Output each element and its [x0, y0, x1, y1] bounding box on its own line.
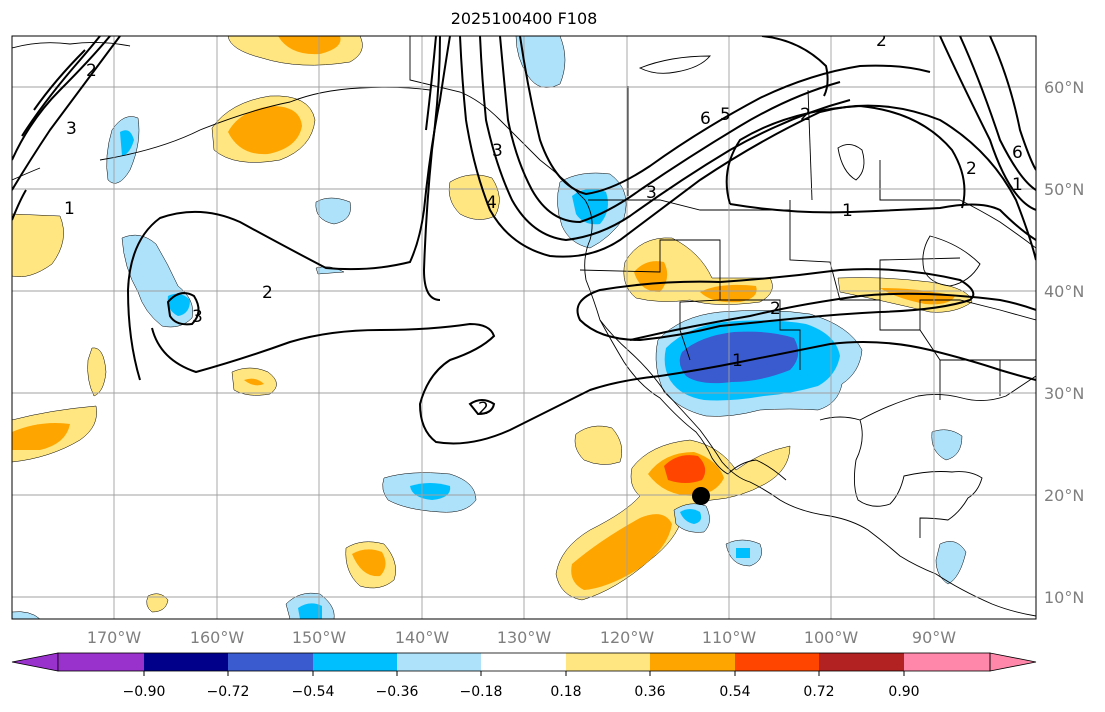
- contour-labels: 1 1 2 2 2 3 3 3 4 6 5 2 2 1 6 2 3 2 1: [64, 31, 1023, 419]
- lon-label: 140°W: [395, 628, 450, 647]
- storm-center-marker: [692, 487, 710, 505]
- negative-anomaly-region: [680, 509, 702, 524]
- contour-label: 3: [192, 307, 203, 327]
- colorbar-tick-label: −0.18: [460, 684, 503, 700]
- contour-label: 1: [64, 199, 75, 219]
- contour-label: 6: [1012, 143, 1023, 163]
- lon-label: 150°W: [292, 628, 347, 647]
- positive-anomaly-region: [700, 284, 757, 303]
- anomaly-shading: [12, 36, 973, 619]
- positive-anomaly-region: [448, 174, 500, 220]
- colorbar-tick-label: 0.72: [803, 684, 834, 700]
- contour-label: 2: [262, 283, 273, 303]
- lon-label: 110°W: [702, 628, 757, 647]
- contour-label: 2: [876, 31, 887, 51]
- colorbar-ticks: [143, 671, 905, 676]
- lat-label: 50°N: [1044, 180, 1084, 199]
- negative-anomaly-region: [679, 331, 799, 384]
- lat-label: 40°N: [1044, 282, 1084, 301]
- colorbar-tick-label: −0.90: [123, 684, 166, 700]
- colorbar-tick-label: −0.36: [376, 684, 419, 700]
- negative-anomaly-region: [935, 541, 967, 585]
- negative-anomaly-region: [410, 483, 451, 500]
- latitude-labels: 60°N 50°N 40°N 30°N 20°N 10°N: [1044, 78, 1084, 607]
- colorbar-tick-label: 0.54: [719, 684, 750, 700]
- negative-anomaly-region: [120, 130, 134, 156]
- colorbar-segment: [650, 653, 735, 671]
- contour-label: 6: [700, 109, 711, 129]
- gridlines: [12, 36, 1036, 619]
- colorbar-segment: [58, 653, 144, 671]
- colorbar-segment: [144, 653, 228, 671]
- lat-label: 60°N: [1044, 78, 1084, 97]
- lat-label: 20°N: [1044, 486, 1084, 505]
- positive-anomaly-region: [146, 593, 169, 613]
- negative-anomaly-region: [736, 548, 750, 558]
- colorbar-extend-low: [11, 652, 59, 672]
- contour-lines: [12, 36, 1036, 445]
- colorbar-frame: [57, 652, 991, 672]
- colorbar-extend-high: [989, 652, 1037, 672]
- negative-anomaly-region: [167, 293, 190, 316]
- lon-label: 120°W: [600, 628, 655, 647]
- positive-anomaly-region: [352, 549, 386, 577]
- contour-label: 2: [86, 61, 97, 81]
- map-frame: [11, 35, 1037, 620]
- negative-anomaly-region: [12, 611, 41, 619]
- colorbar-tick-label: −0.54: [292, 684, 335, 700]
- positive-anomaly-region: [278, 36, 341, 55]
- colorbar-segment: [228, 653, 313, 671]
- map-panel: 1 1 2 2 2 3 3 3 4 6 5 2 2 1 6 2 3 2 1: [12, 31, 1036, 619]
- colorbar-segment: [566, 653, 650, 671]
- contour-label: 2: [770, 299, 781, 319]
- colorbar-tick-label: 0.90: [888, 684, 919, 700]
- lat-label: 30°N: [1044, 384, 1084, 403]
- colorbar-segment: [313, 653, 397, 671]
- lon-label: 90°W: [912, 628, 956, 647]
- lon-label: 100°W: [804, 628, 859, 647]
- positive-anomaly-region: [574, 425, 622, 465]
- negative-anomaly-region: [298, 603, 322, 619]
- colorbar-segment: [904, 653, 990, 671]
- colorbar: −0.90 −0.72 −0.54 −0.36 −0.18 0.18 0.36 …: [11, 652, 1037, 700]
- negative-anomaly-region: [931, 429, 963, 461]
- positive-anomaly-region: [244, 378, 264, 386]
- contour-label: 4: [486, 193, 497, 213]
- positive-anomaly-region: [228, 106, 302, 155]
- lon-label: 130°W: [497, 628, 552, 647]
- contour-label: 5: [720, 105, 731, 125]
- contour-label: 3: [66, 119, 77, 139]
- contour-label: 1: [732, 351, 743, 371]
- positive-anomaly-region: [87, 347, 107, 397]
- map-title: 2025100400 F108: [450, 9, 598, 28]
- colorbar-tick-label: 0.18: [550, 684, 581, 700]
- positive-anomaly-region: [571, 514, 672, 590]
- positive-anomaly-region: [664, 455, 706, 483]
- contour-label: 1: [842, 201, 853, 221]
- positive-anomaly-region: [12, 423, 70, 450]
- contour-label: 2: [966, 159, 977, 179]
- contour-label: 2: [478, 399, 489, 419]
- colorbar-segment: [819, 653, 904, 671]
- lon-label: 160°W: [190, 628, 245, 647]
- longitude-labels: 170°W 160°W 150°W 140°W 130°W 120°W 110°…: [87, 628, 956, 647]
- contour-label: 3: [492, 141, 503, 161]
- lat-label: 10°N: [1044, 588, 1084, 607]
- contour-label: 2: [800, 105, 811, 125]
- negative-anomaly-region: [315, 197, 351, 225]
- contour-label: 1: [1012, 175, 1023, 195]
- lon-label: 170°W: [87, 628, 142, 647]
- contour-label: 3: [646, 183, 657, 203]
- colorbar-segment: [397, 653, 481, 671]
- positive-anomaly-region: [12, 213, 64, 277]
- colorbar-segment: [481, 653, 566, 671]
- colorbar-tick-label: 0.36: [634, 684, 665, 700]
- colorbar-segment: [735, 653, 819, 671]
- colorbar-tick-label: −0.72: [207, 684, 250, 700]
